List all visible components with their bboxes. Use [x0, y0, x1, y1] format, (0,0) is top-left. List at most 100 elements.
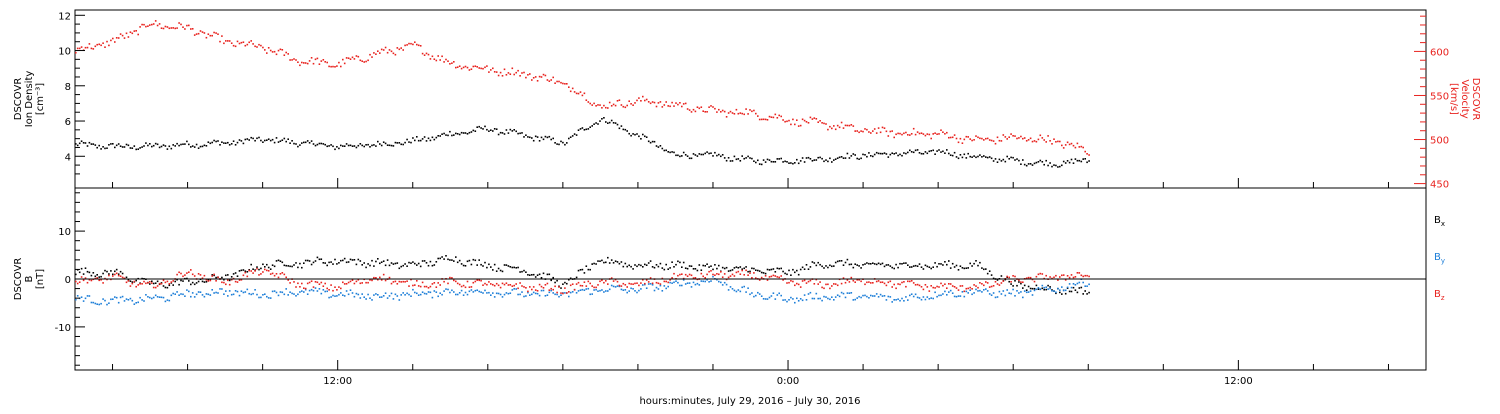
velocity-point	[147, 25, 149, 27]
field-By-point	[476, 289, 478, 291]
field-Bz-point	[702, 275, 704, 278]
density-point	[877, 152, 880, 155]
field-By-point	[213, 292, 215, 294]
field-Bx-point	[340, 259, 342, 262]
density-point	[823, 160, 825, 163]
field-By-point	[281, 291, 284, 294]
field-Bz-point	[435, 286, 438, 288]
velocity-point	[207, 33, 210, 35]
field-Bz-point	[858, 279, 860, 281]
field-Bz-point	[733, 275, 736, 277]
field-By-point	[665, 287, 667, 290]
density-point	[182, 143, 184, 145]
field-Bx-point	[1008, 280, 1010, 283]
field-Bz-point	[139, 283, 141, 285]
velocity-point	[112, 37, 114, 40]
field-Bx-point	[359, 260, 362, 262]
velocity-point	[963, 138, 966, 141]
field-By-point	[279, 291, 282, 293]
velocity-point	[462, 66, 465, 69]
field-Bz-point	[774, 275, 777, 277]
velocity-point	[170, 27, 173, 29]
velocity-point	[665, 101, 667, 103]
field-Bz-point	[180, 272, 182, 275]
velocity-point	[254, 45, 256, 48]
field-Bz-point	[244, 271, 247, 274]
velocity-point	[232, 44, 235, 47]
field-Bx-point	[538, 273, 541, 276]
field-By-point	[979, 289, 981, 292]
field-By-point	[256, 293, 258, 296]
field-Bz-point	[731, 273, 734, 276]
field-Bx-point	[651, 266, 654, 268]
field-Bx-point	[402, 264, 404, 267]
density-point	[661, 147, 664, 150]
field-Bx-point	[560, 287, 562, 289]
density-point	[659, 145, 662, 147]
field-Bz-point	[519, 282, 521, 284]
field-Bx-point	[698, 264, 701, 266]
field-Bx-point	[396, 262, 399, 264]
field-Bz-point	[568, 291, 570, 293]
density-point	[864, 154, 866, 156]
density-point	[665, 149, 667, 152]
field-Bx-point	[108, 273, 110, 275]
velocity-point	[944, 133, 946, 135]
velocity-point	[885, 130, 888, 133]
field-Bz-point	[316, 281, 319, 284]
field-Bz-point	[556, 291, 558, 294]
velocity-point	[293, 58, 295, 60]
field-By-point	[322, 289, 325, 291]
field-Bx-point	[400, 265, 402, 268]
density-point	[1070, 158, 1073, 161]
x-tick-label: 0:00	[777, 376, 799, 387]
velocity-point	[550, 79, 552, 81]
field-Bx-point	[681, 266, 683, 268]
field-Bz-point	[985, 281, 987, 283]
density-point	[564, 143, 566, 146]
field-Bz-point	[76, 282, 79, 285]
velocity-point	[1074, 146, 1077, 149]
velocity-point	[985, 137, 987, 140]
field-By-point	[260, 296, 262, 299]
field-Bz-point	[807, 280, 810, 283]
field-By-point	[355, 292, 358, 295]
field-By-point	[655, 286, 658, 289]
field-Bz-point	[583, 281, 586, 283]
field-Bz-point	[690, 274, 693, 277]
velocity-point	[770, 116, 773, 118]
velocity-point	[394, 53, 397, 56]
field-Bx-point	[870, 263, 872, 265]
field-Bz-point	[831, 285, 833, 287]
field-Bz-point	[501, 282, 504, 285]
field-Bx-point	[252, 268, 254, 270]
density-point	[901, 154, 903, 157]
field-Bz-point	[959, 285, 962, 287]
density-point	[642, 133, 644, 136]
field-Bx-point	[916, 265, 919, 267]
velocity-point	[1047, 135, 1049, 137]
density-point	[788, 162, 790, 164]
velocity-point	[361, 60, 363, 62]
field-Bz-point	[287, 279, 289, 281]
velocity-tick-label: 450	[1430, 180, 1449, 191]
field-Bx-point	[431, 264, 434, 267]
density-point	[741, 155, 743, 157]
velocity-point	[651, 101, 654, 103]
field-Bx-point	[614, 260, 617, 262]
field-Bz-point	[875, 280, 878, 283]
density-point	[371, 144, 373, 147]
field-Bx-point	[610, 259, 613, 261]
field-By-point	[595, 288, 597, 291]
field-Bz-point	[833, 283, 835, 285]
field-By-point	[1049, 287, 1051, 290]
field-By-point	[1084, 285, 1086, 287]
field-Bx-point	[618, 262, 621, 265]
field-Bx-point	[622, 265, 625, 268]
field-Bx-point	[690, 265, 693, 267]
velocity-point	[778, 114, 780, 117]
field-By-point	[336, 295, 338, 297]
field-Bz-point	[872, 282, 874, 284]
density-point	[975, 156, 977, 159]
density-point	[905, 152, 907, 155]
